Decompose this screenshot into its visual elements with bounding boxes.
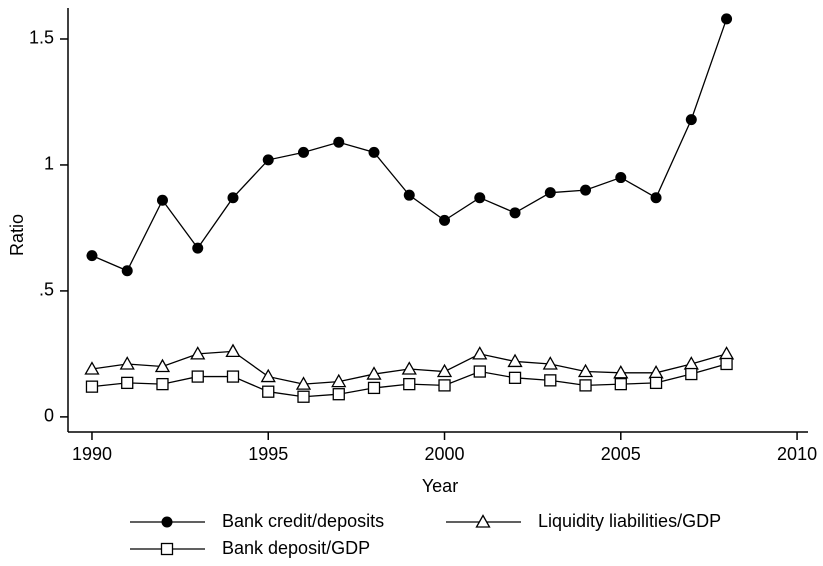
marker: [580, 184, 592, 196]
marker: [508, 371, 522, 384]
marker: [367, 381, 381, 395]
marker: [262, 385, 275, 398]
marker: [121, 376, 134, 390]
marker: [366, 366, 382, 380]
marker: [262, 154, 274, 166]
marker: [121, 265, 133, 277]
marker: [225, 343, 241, 358]
marker: [331, 373, 347, 388]
marker: [227, 192, 239, 204]
legend-label: Liquidity liabilities/GDP: [538, 511, 721, 531]
marker: [154, 358, 171, 373]
marker: [438, 379, 451, 392]
x-tick-label: 2010: [777, 444, 817, 464]
legend-marker: [475, 514, 491, 528]
marker: [333, 136, 345, 148]
y-tick-label: 1: [44, 154, 54, 174]
marker: [295, 376, 312, 390]
marker: [472, 346, 488, 360]
marker: [544, 374, 557, 387]
marker: [685, 114, 697, 126]
marker: [260, 368, 276, 383]
marker: [192, 242, 204, 254]
marker: [226, 370, 240, 383]
marker: [86, 250, 98, 262]
y-tick-label: 1.5: [29, 28, 54, 48]
marker: [473, 365, 486, 378]
y-axis-label: Ratio: [7, 214, 27, 256]
legend-label: Bank deposit/GDP: [222, 538, 370, 558]
marker: [403, 189, 415, 201]
marker: [577, 363, 594, 378]
marker: [85, 380, 99, 393]
y-tick-label: .5: [39, 280, 54, 300]
marker: [509, 207, 521, 219]
marker: [685, 367, 698, 381]
marker: [191, 370, 204, 383]
x-axis-label: Year: [422, 476, 458, 496]
marker: [615, 172, 627, 184]
marker: [190, 346, 206, 360]
legend-marker: [160, 542, 174, 556]
marker: [614, 377, 627, 391]
marker: [401, 361, 417, 375]
marker: [368, 146, 380, 158]
legend-marker: [161, 516, 173, 528]
marker: [649, 376, 663, 390]
marker: [403, 377, 416, 391]
marker: [156, 194, 168, 206]
marker: [297, 390, 310, 403]
marker: [613, 364, 629, 379]
x-tick-label: 2000: [424, 444, 464, 464]
marker: [156, 377, 169, 391]
marker: [579, 379, 592, 392]
marker: [332, 388, 345, 401]
marker: [720, 357, 733, 371]
x-tick-label: 1990: [72, 444, 112, 464]
marker: [721, 13, 733, 25]
marker: [439, 214, 451, 226]
marker: [474, 192, 486, 204]
marker: [650, 192, 662, 204]
marker: [84, 361, 100, 375]
marker: [436, 363, 453, 378]
x-tick-label: 2005: [601, 444, 641, 464]
legend-label: Bank credit/deposits: [222, 511, 384, 531]
y-tick-label: 0: [44, 406, 54, 426]
x-tick-label: 1995: [248, 444, 288, 464]
marker: [119, 356, 135, 370]
marker: [544, 187, 556, 199]
marker: [542, 356, 558, 370]
marker: [298, 146, 310, 158]
marker: [507, 353, 523, 368]
